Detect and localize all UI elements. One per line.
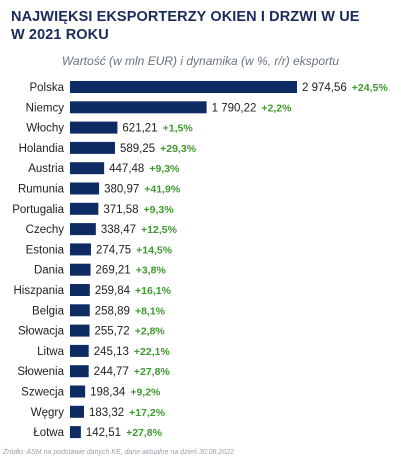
value-label: 2 974,56 [302, 82, 347, 94]
bar [70, 324, 90, 337]
bar [70, 121, 118, 134]
growth-label: +3,8% [136, 265, 167, 277]
bar [70, 426, 81, 439]
growth-label: +22,1% [134, 346, 171, 358]
growth-label: +1,5% [163, 123, 194, 135]
category-label: Polska [29, 82, 64, 94]
value-label: 589,25 [120, 143, 155, 155]
growth-label: +2,8% [135, 326, 166, 338]
growth-label: +29,3% [160, 143, 197, 155]
category-label: Szwecja [21, 387, 64, 399]
bar [70, 81, 297, 93]
bar [70, 365, 89, 378]
growth-label: +17,2% [129, 407, 166, 419]
value-label: 338,47 [101, 224, 136, 236]
growth-label: +8,1% [135, 305, 166, 317]
value-label: 447,48 [109, 163, 144, 175]
bar [70, 284, 90, 296]
category-label: Portugalia [12, 204, 64, 216]
value-label: 198,34 [90, 387, 126, 399]
value-label: 142,51 [86, 427, 121, 439]
category-label: Niemcy [26, 102, 65, 114]
value-label: 245,13 [94, 346, 129, 358]
bar [70, 405, 84, 418]
category-label: Włochy [26, 123, 64, 135]
value-label: 621,21 [122, 123, 157, 135]
title-line-2: W 2021 ROKU [11, 27, 109, 43]
value-label: 183,32 [89, 407, 124, 419]
source-note: Źródło: ASM na podstawie danych KE, dane… [3, 449, 234, 456]
bar [70, 243, 91, 256]
growth-label: +14,5% [136, 244, 173, 256]
value-label: 1 790,22 [212, 102, 257, 114]
growth-label: +9,3% [149, 163, 180, 175]
growth-label: +16,1% [135, 285, 172, 297]
value-label: 244,77 [94, 366, 129, 378]
chart-subtitle: Wartość (w mln EUR) i dynamika (w %, r/r… [61, 54, 340, 68]
category-label: Hiszpania [14, 285, 65, 297]
value-label: 371,58 [103, 204, 138, 216]
growth-label: +24,5% [352, 82, 389, 94]
value-label: 269,21 [96, 265, 131, 277]
category-label: Słowenia [17, 366, 64, 378]
bar [70, 385, 86, 398]
growth-label: +9,2% [130, 387, 161, 399]
value-label: 255,72 [95, 326, 130, 338]
bar [70, 162, 105, 175]
value-label: 380,97 [104, 184, 139, 196]
growth-label: +41,9% [144, 184, 181, 196]
growth-label: +12,5% [141, 224, 178, 236]
bar [70, 263, 91, 276]
value-label: 259,84 [95, 285, 131, 297]
bar [70, 223, 96, 236]
category-label: Rumunia [18, 184, 65, 196]
category-label: Słowacja [18, 326, 65, 338]
category-label: Litwa [37, 346, 64, 358]
category-label: Czechy [26, 224, 65, 236]
value-label: 274,75 [96, 244, 131, 256]
title-line-1: NAJWIĘKSI EKSPORTERZY OKIEN I DRZWI W UE [11, 9, 360, 25]
growth-label: +27,8% [134, 366, 171, 378]
value-label: 258,89 [95, 305, 130, 317]
category-label: Łotwa [33, 427, 64, 439]
bar [70, 202, 99, 215]
bar [70, 101, 207, 114]
category-label: Dania [34, 265, 65, 277]
category-label: Węgry [31, 407, 64, 419]
category-label: Holandia [19, 143, 65, 155]
category-label: Austria [28, 163, 64, 175]
category-label: Estonia [26, 244, 65, 256]
growth-label: +9,3% [144, 204, 175, 216]
bar [70, 182, 100, 195]
bar [70, 304, 90, 317]
category-label: Belgia [32, 305, 65, 317]
growth-label: +27,8% [126, 427, 163, 439]
bar [70, 344, 89, 357]
bar [70, 141, 115, 154]
growth-label: +2,2% [261, 102, 292, 114]
chart-title: NAJWIĘKSI EKSPORTERZY OKIEN I DRZWI W UE… [11, 8, 360, 44]
